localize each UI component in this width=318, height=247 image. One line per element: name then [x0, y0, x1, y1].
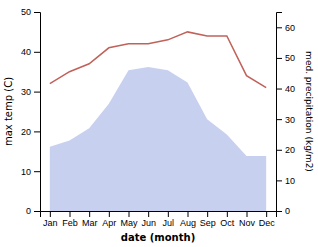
tick-mark — [276, 89, 282, 90]
tick-mark — [34, 211, 40, 212]
tick: 50 — [276, 53, 295, 63]
y2-axis-title: med. precipitation (kg/m2) — [304, 51, 314, 172]
tick-mark — [276, 150, 282, 151]
y2-axis: 0 10 20 30 40 50 60 — [276, 13, 295, 217]
tick: 20 — [21, 127, 40, 137]
tick-label: Apr — [102, 218, 116, 228]
tick-mark — [34, 12, 40, 13]
tick-mark — [89, 211, 90, 217]
tick-mark — [34, 92, 40, 93]
tick: 0 — [276, 206, 290, 216]
tick-mark — [50, 211, 51, 217]
tick-label: Sep — [200, 218, 216, 228]
tick: 30 — [276, 115, 295, 125]
tick: May — [120, 211, 138, 228]
tick-mark — [109, 211, 110, 217]
tick-label: 20 — [21, 127, 31, 137]
tick-label: Jul — [163, 218, 175, 228]
tick: 10 — [21, 167, 40, 177]
tick: 40 — [276, 84, 295, 94]
tick: Jan — [43, 211, 58, 228]
tick-label: 20 — [285, 145, 295, 155]
tick: Aug — [180, 211, 196, 228]
tick-label: Jun — [141, 218, 156, 228]
tick-label: 50 — [285, 53, 295, 63]
tick-label: Feb — [62, 218, 78, 228]
tick: 60 — [276, 23, 295, 33]
tick: 0 — [26, 206, 40, 216]
tick-label: 40 — [285, 84, 295, 94]
y-axis: 0 10 20 30 40 50 — [21, 7, 41, 216]
tick-label: 40 — [21, 47, 31, 57]
tick-mark — [266, 211, 267, 217]
tick-mark — [34, 171, 40, 172]
tick-mark — [70, 211, 71, 217]
tick: Mar — [82, 211, 98, 228]
tick-mark — [207, 211, 208, 217]
tick-mark — [227, 211, 228, 217]
tick-label: 0 — [26, 206, 31, 216]
tick-label: Dec — [259, 218, 276, 228]
axis-line — [41, 212, 277, 218]
tick-label: Jan — [43, 218, 58, 228]
tick-label: 0 — [285, 206, 290, 216]
tick-mark — [276, 119, 282, 120]
x-axis: Jan Feb Mar Apr MayJun Jul Aug Sep Oct NovDec — [41, 211, 277, 228]
tick-mark — [34, 52, 40, 53]
tick: Jul — [163, 211, 175, 228]
chart: Jan Feb Mar Apr MayJun Jul Aug Sep Oct NovDec 0 10 2… — [0, 0, 318, 247]
tick-mark — [276, 180, 282, 181]
temp-line — [50, 32, 266, 88]
tick-label: 30 — [21, 87, 31, 97]
precip-area — [50, 67, 266, 211]
tick: Nov — [239, 211, 256, 228]
y-axis-title: max temp (C) — [3, 77, 14, 146]
tick-label: Oct — [220, 218, 235, 228]
tick: 30 — [21, 87, 40, 97]
tick: Apr — [102, 211, 116, 228]
tick-mark — [148, 211, 149, 217]
tick-label: Aug — [180, 218, 196, 228]
axis-line — [34, 13, 41, 212]
tick: 50 — [21, 7, 40, 17]
tick: Dec — [259, 211, 276, 228]
tick-label: May — [120, 218, 138, 228]
tick-label: 10 — [285, 176, 295, 186]
tick-mark — [168, 211, 169, 217]
tick-mark — [276, 58, 282, 59]
plot: Jan Feb Mar Apr MayJun Jul Aug Sep Oct NovDec 0 10 2… — [3, 7, 314, 243]
tick-label: Nov — [239, 218, 256, 228]
tick-label: Mar — [82, 218, 98, 228]
tick-mark — [276, 27, 282, 28]
tick-mark — [247, 211, 248, 217]
tick: 10 — [276, 176, 295, 186]
tick-label: 60 — [285, 23, 295, 33]
tick: Sep — [200, 211, 216, 228]
tick-label: 30 — [285, 115, 295, 125]
axis-line — [277, 13, 283, 212]
tick: 20 — [276, 145, 295, 155]
tick: Feb — [62, 211, 78, 228]
tick-label: 50 — [21, 7, 31, 17]
x-axis-title: date (month) — [121, 232, 195, 243]
tick: Jun — [141, 211, 156, 228]
tick: 40 — [21, 47, 40, 57]
tick-label: 10 — [21, 167, 31, 177]
tick: Oct — [220, 211, 235, 228]
tick-mark — [129, 211, 130, 217]
tick-mark — [34, 131, 40, 132]
marks — [50, 32, 266, 211]
tick-mark — [276, 211, 282, 212]
tick-mark — [188, 211, 189, 217]
